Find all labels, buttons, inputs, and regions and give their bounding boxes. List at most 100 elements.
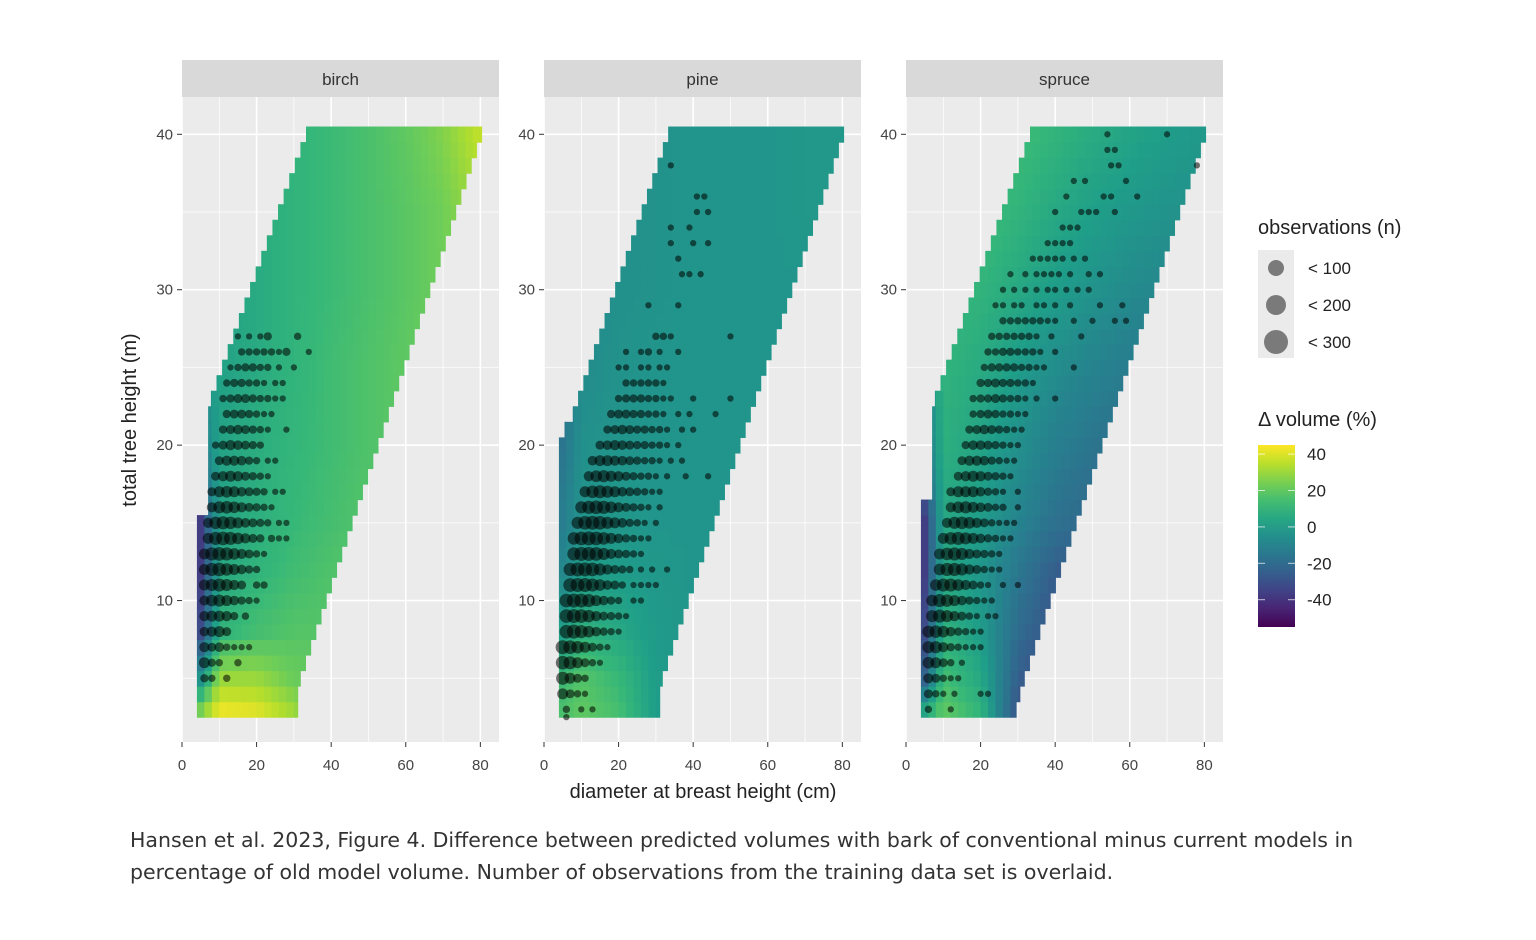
observation-point (1100, 193, 1107, 200)
heatmap-tile (301, 452, 310, 470)
heatmap-tile (678, 484, 687, 501)
heatmap-tile (1040, 421, 1049, 438)
heatmap-tile (558, 577, 567, 594)
heatmap-tile (943, 701, 952, 718)
heatmap-tile (353, 313, 362, 330)
heatmap-tile (640, 561, 650, 578)
heatmap-tile (737, 266, 746, 283)
heatmap-tile (715, 328, 724, 345)
heatmap-tile (648, 235, 657, 252)
observation-point (231, 644, 238, 651)
heatmap-tile (1032, 219, 1041, 236)
heatmap-tile (413, 188, 422, 205)
observation-point (564, 672, 576, 684)
observation-point (625, 440, 635, 450)
observation-point (1002, 363, 1011, 372)
heatmap-tile (278, 328, 288, 345)
heatmap-tile (331, 421, 340, 438)
heatmap-tile (323, 592, 327, 609)
heatmap-tile (805, 204, 814, 221)
observation-point (693, 208, 701, 216)
heatmap-tile (1025, 250, 1034, 268)
heatmap-tile (293, 670, 301, 687)
heatmap-tile (353, 235, 362, 252)
observation-point (252, 410, 261, 418)
heatmap-tile (700, 421, 709, 438)
observation-point (1052, 348, 1059, 356)
heatmap-tile (346, 421, 355, 438)
heatmap-tile (353, 375, 362, 392)
heatmap-tile (1092, 297, 1101, 314)
facet-strip (182, 60, 499, 97)
heatmap-tile (383, 250, 392, 268)
heatmap-tile (256, 313, 265, 330)
observation-point (1029, 379, 1036, 387)
observation-point (252, 550, 261, 558)
heatmap-tile (1032, 375, 1041, 392)
heatmap-tile (450, 157, 459, 174)
heatmap-tile (316, 126, 325, 143)
heatmap-tile (1017, 204, 1026, 221)
heatmap-tile (271, 608, 280, 625)
heatmap-tile (685, 452, 694, 470)
observation-point (636, 409, 646, 419)
heatmap-tile (398, 250, 407, 268)
observation-point (972, 549, 982, 559)
heatmap-tile (226, 670, 235, 687)
observation-point (565, 689, 575, 699)
heatmap-tile (316, 297, 325, 314)
heatmap-tile (626, 701, 635, 718)
heatmap-tile (1032, 173, 1041, 190)
heatmap-tile (1062, 484, 1071, 501)
heatmap-tile (278, 219, 288, 236)
heatmap-tile (618, 359, 627, 376)
heatmap-tile (353, 344, 362, 361)
heatmap-tile (988, 701, 997, 718)
heatmap-tile (626, 250, 635, 268)
heatmap-tile (1070, 515, 1077, 532)
heatmap-tile (663, 654, 668, 672)
observation-point (633, 425, 642, 434)
heatmap-tile (1137, 126, 1146, 143)
heatmap-tile (1040, 250, 1049, 268)
heatmap-tile (1174, 157, 1183, 174)
heatmap-tile (204, 701, 213, 718)
heatmap-tile (685, 592, 689, 609)
heatmap-tile (1055, 406, 1064, 423)
heatmap-tile (346, 250, 355, 268)
heatmap-tile (293, 623, 302, 641)
heatmap-tile (648, 670, 657, 687)
heatmap-tile (790, 173, 799, 190)
heatmap-tile (782, 204, 791, 221)
heatmap-tile (581, 406, 590, 423)
heatmap-tile (264, 670, 273, 687)
heatmap-tile (293, 654, 302, 672)
heatmap-tile (286, 437, 295, 454)
observation-point (667, 224, 674, 231)
observation-point (973, 612, 981, 620)
heatmap-tile (1122, 219, 1131, 236)
heatmap-tile (331, 452, 340, 470)
heatmap-tile (331, 126, 340, 143)
observation-point (264, 363, 272, 372)
heatmap-tile (723, 266, 732, 283)
heatmap-tile (655, 670, 663, 687)
heatmap-tile (1062, 499, 1071, 516)
heatmap-tile (1085, 328, 1094, 345)
heatmap-tile (1062, 328, 1071, 345)
observation-point (260, 550, 268, 558)
heatmap-tile (383, 157, 392, 174)
heatmap-tile (1137, 142, 1146, 159)
heatmap-tile (700, 250, 709, 268)
observation-point (1052, 208, 1059, 216)
heatmap-tile (633, 623, 642, 641)
heatmap-tile (737, 390, 746, 407)
heatmap-tile (1077, 266, 1086, 283)
heatmap-tile (648, 219, 657, 236)
heatmap-tile (620, 266, 627, 283)
heatmap-tile (973, 670, 982, 687)
heatmap-tile (700, 219, 709, 236)
heatmap-tile (323, 250, 332, 268)
heatmap-tile (1040, 281, 1049, 299)
